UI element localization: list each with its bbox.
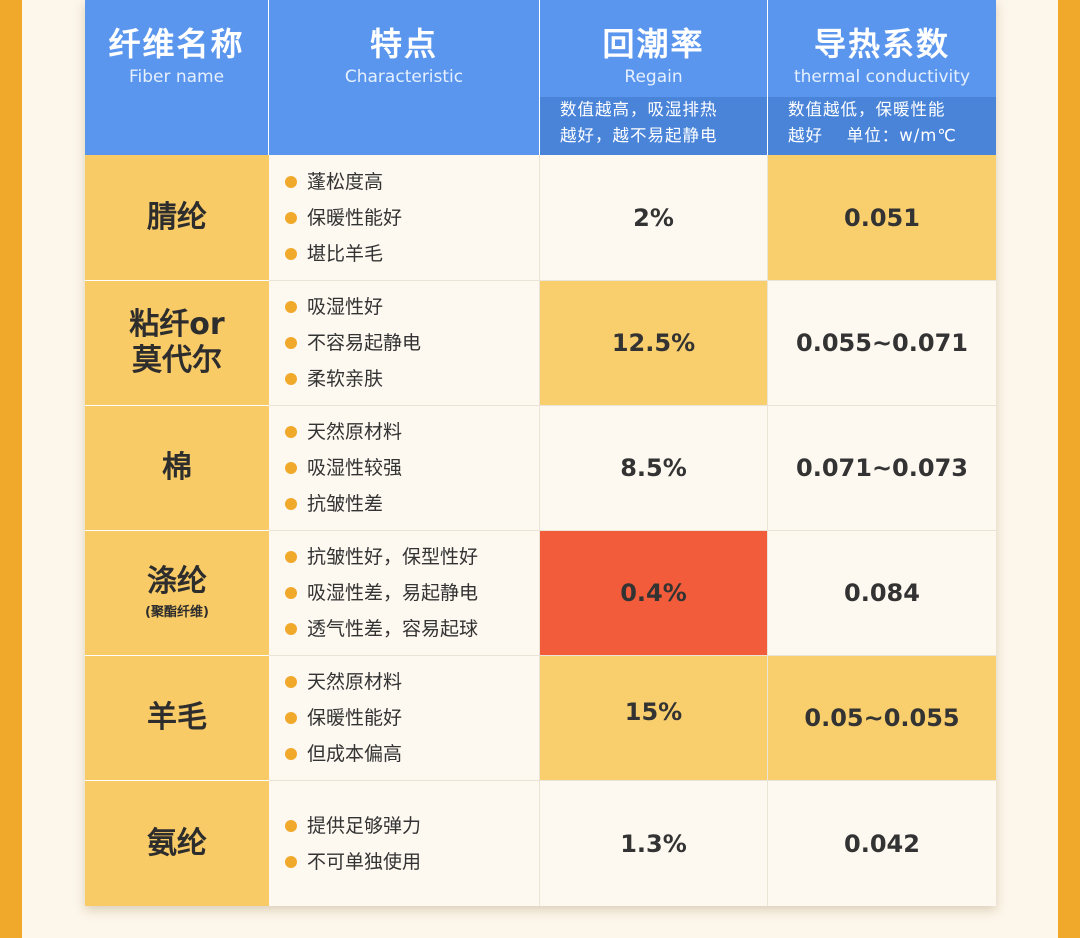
row-1-name-text: 腈纶 xyxy=(147,199,207,235)
bullet-dot-icon xyxy=(285,587,297,599)
header-conductivity-note: 数值越低，保暖性能 越好 单位：w/m℃ xyxy=(768,97,996,155)
row-4-features: 抗皱性好，保型性好 吸湿性差，易起静电 透气性差，容易起球 xyxy=(269,531,540,656)
header-conductivity: 导热系数 thermal conductivity xyxy=(768,0,996,97)
bullet-dot-icon xyxy=(285,301,297,313)
row-3-features: 天然原材料 吸湿性较强 抗皱性差 xyxy=(269,406,540,531)
list-item: 抗皱性好，保型性好 xyxy=(285,539,478,575)
row-4-fiber-name: 涤纶 (聚酯纤维) xyxy=(85,531,269,656)
row-5-conductivity: 0.05~0.055 xyxy=(768,656,996,781)
list-item: 堪比羊毛 xyxy=(285,236,402,272)
header-characteristic-cn: 特点 xyxy=(369,25,438,63)
bullet-dot-icon xyxy=(285,712,297,724)
list-item: 天然原材料 xyxy=(285,414,402,450)
list-item: 保暖性能好 xyxy=(285,700,402,736)
row-2-fiber-name: 粘纤or 莫代尔 xyxy=(85,281,269,406)
bullet-dot-icon xyxy=(285,748,297,760)
list-item: 蓬松度高 xyxy=(285,164,402,200)
header-regain-note: 数值越高，吸湿排热 越好，越不易起静电 xyxy=(540,97,768,155)
bullet-dot-icon xyxy=(285,819,297,832)
regain-note-line2: 越好，越不易起静电 xyxy=(560,126,718,145)
list-item: 天然原材料 xyxy=(285,664,402,700)
list-item: 提供足够弹力 xyxy=(285,808,421,844)
row-6-name-text: 氨纶 xyxy=(147,825,207,861)
row-5-name-text: 羊毛 xyxy=(147,700,207,735)
row-6-conductivity: 0.042 xyxy=(768,781,996,906)
row-3-conductivity: 0.071~0.073 xyxy=(768,406,996,531)
bullet-dot-icon xyxy=(285,211,297,224)
list-item: 吸湿性差，易起静电 xyxy=(285,575,478,611)
row-3-name-text: 棉 xyxy=(162,450,192,485)
list-item: 柔软亲肤 xyxy=(285,361,421,397)
header-regain: 回潮率 Regain xyxy=(540,0,768,97)
row-1-features: 蓬松度高 保暖性能好 堪比羊毛 xyxy=(269,155,540,281)
header-fiber-name: 纤维名称 Fiber name xyxy=(85,0,269,155)
row-3-regain: 8.5% xyxy=(540,406,768,531)
bullet-dot-icon xyxy=(285,426,297,438)
list-item: 不可单独使用 xyxy=(285,844,421,880)
row-2-name-text: 粘纤or xyxy=(129,307,225,342)
list-item: 保暖性能好 xyxy=(285,200,402,236)
row-5-features: 天然原材料 保暖性能好 但成本偏高 xyxy=(269,656,540,781)
list-item: 抗皱性差 xyxy=(285,486,402,522)
frame-right-border xyxy=(1058,0,1080,938)
row-2-name-text-line2: 莫代尔 xyxy=(132,343,222,378)
conductivity-note-line1: 数值越低，保暖性能 xyxy=(788,100,946,119)
header-conductivity-cn: 导热系数 xyxy=(813,25,950,63)
row-6-regain: 1.3% xyxy=(540,781,768,906)
row-4-conductivity: 0.084 xyxy=(768,531,996,656)
fiber-comparison-table: 纤维名称 Fiber name 特点 Characteristic 回潮率 Re… xyxy=(85,0,996,906)
list-item: 不容易起静电 xyxy=(285,325,421,361)
header-characteristic: 特点 Characteristic xyxy=(269,0,540,155)
header-regain-cn: 回潮率 xyxy=(602,25,705,63)
bullet-dot-icon xyxy=(285,498,297,510)
row-2-conductivity: 0.055~0.071 xyxy=(768,281,996,406)
row-1-fiber-name: 腈纶 xyxy=(85,155,269,281)
header-regain-en: Regain xyxy=(624,67,683,87)
bullet-dot-icon xyxy=(285,462,297,474)
header-fiber-name-cn: 纤维名称 xyxy=(108,25,245,63)
regain-note-line1: 数值越高，吸湿排热 xyxy=(560,100,718,119)
row-2-regain: 12.5% xyxy=(540,281,768,406)
bullet-dot-icon xyxy=(285,175,297,188)
list-item: 但成本偏高 xyxy=(285,736,402,772)
row-1-regain: 2% xyxy=(540,155,768,281)
row-5-fiber-name: 羊毛 xyxy=(85,656,269,781)
row-6-fiber-name: 氨纶 xyxy=(85,781,269,906)
row-6-features: 提供足够弹力 不可单独使用 xyxy=(269,781,540,906)
bullet-dot-icon xyxy=(285,247,297,260)
list-item: 透气性差，容易起球 xyxy=(285,611,478,647)
list-item: 吸湿性好 xyxy=(285,289,421,325)
bullet-dot-icon xyxy=(285,373,297,385)
bullet-dot-icon xyxy=(285,337,297,349)
row-1-conductivity: 0.051 xyxy=(768,155,996,281)
row-4-name-text: 涤纶 xyxy=(147,564,207,599)
bullet-dot-icon xyxy=(285,676,297,688)
row-4-regain: 0.4% xyxy=(540,531,768,656)
bullet-dot-icon xyxy=(285,623,297,635)
row-5-regain: 15% xyxy=(540,656,768,781)
bullet-dot-icon xyxy=(285,551,297,563)
header-characteristic-en: Characteristic xyxy=(344,67,464,87)
row-3-fiber-name: 棉 xyxy=(85,406,269,531)
list-item: 吸湿性较强 xyxy=(285,450,402,486)
header-conductivity-en: thermal conductivity xyxy=(793,67,971,87)
row-2-features: 吸湿性好 不容易起静电 柔软亲肤 xyxy=(269,281,540,406)
conductivity-note-line2: 越好 单位：w/m℃ xyxy=(788,126,957,145)
header-fiber-name-en: Fiber name xyxy=(128,67,225,87)
row-4-name-subtitle: (聚酯纤维) xyxy=(145,605,209,620)
frame-left-border xyxy=(0,0,22,938)
bullet-dot-icon xyxy=(285,855,297,868)
